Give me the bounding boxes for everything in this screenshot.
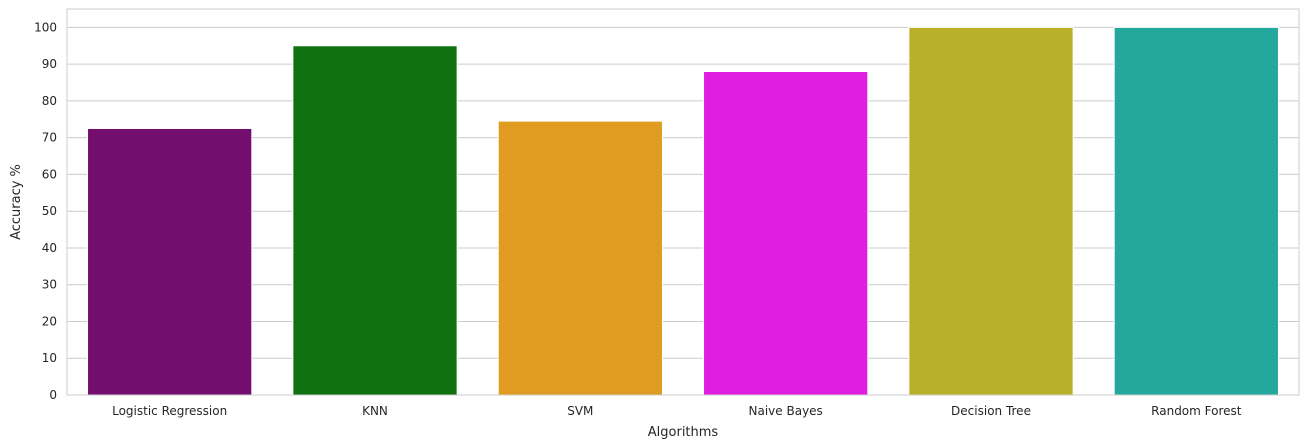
x-tick-label: Decision Tree <box>951 404 1031 418</box>
x-tick-label: Logistic Regression <box>112 404 227 418</box>
x-tick-labels: Logistic Regression KNN SVM Naive Bayes Deci… <box>112 404 1242 418</box>
plot-frame <box>66 8 1300 396</box>
x-tick-label: Naive Bayes <box>749 404 823 418</box>
bars <box>87 26 1279 396</box>
x-axis-label: Algorithms <box>648 425 719 440</box>
y-tick-label: 30 <box>42 278 57 292</box>
bar <box>292 45 458 396</box>
y-tick-labels: 0 10 20 30 40 50 60 70 80 90 100 <box>34 20 57 402</box>
bar <box>87 127 253 396</box>
y-tick-label: 10 <box>42 351 57 365</box>
y-tick-label: 60 <box>42 167 57 181</box>
y-tick-label: 0 <box>49 388 57 402</box>
bar <box>703 70 869 396</box>
y-tick-label: 90 <box>42 57 57 71</box>
grid-lines <box>67 26 1299 396</box>
x-tick-label: SVM <box>567 404 593 418</box>
y-tick-label: 70 <box>42 131 57 145</box>
bar <box>497 120 663 396</box>
x-tick-label: KNN <box>362 404 388 418</box>
bar <box>1113 26 1279 396</box>
y-axis-label: Accuracy % <box>9 164 24 240</box>
plot-border <box>66 8 1300 396</box>
y-tick-label: 40 <box>42 241 57 255</box>
x-tick-label: Random Forest <box>1151 404 1242 418</box>
y-tick-label: 50 <box>42 204 57 218</box>
y-tick-label: 80 <box>42 94 57 108</box>
y-tick-label: 20 <box>42 314 57 328</box>
bar <box>908 26 1074 396</box>
y-tick-label: 100 <box>34 20 57 34</box>
